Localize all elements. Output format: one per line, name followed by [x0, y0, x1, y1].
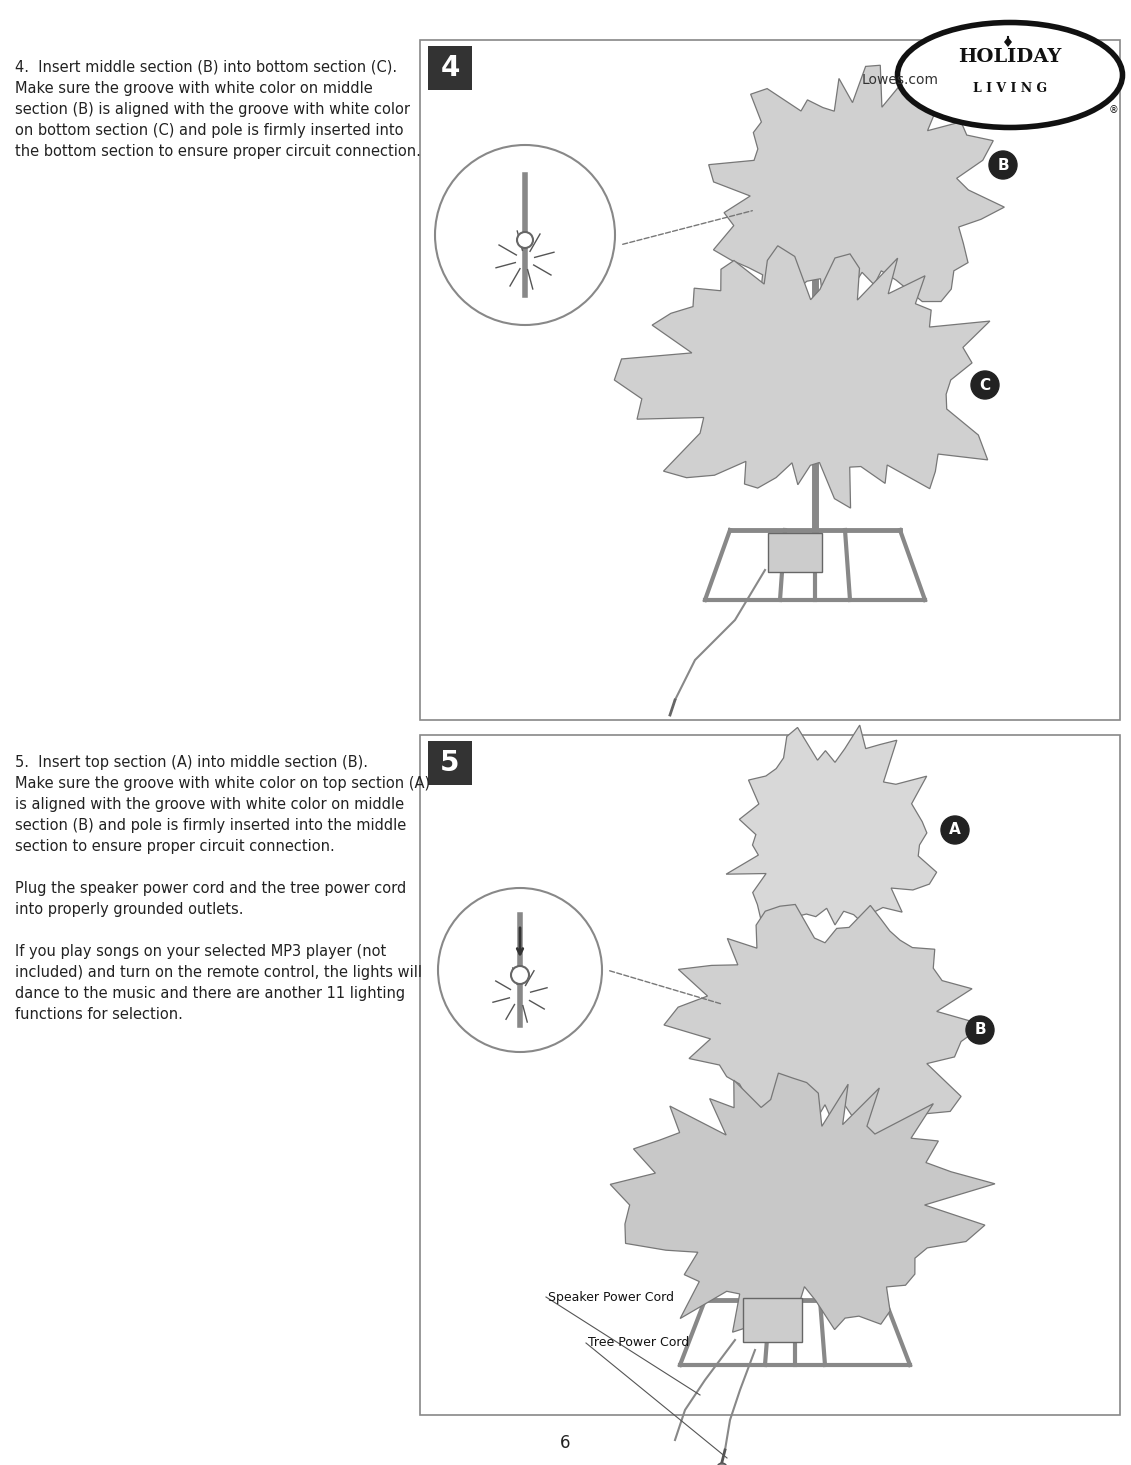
Text: 5: 5 [440, 749, 459, 776]
Text: B: B [974, 1023, 986, 1037]
FancyBboxPatch shape [420, 735, 1120, 1415]
FancyBboxPatch shape [428, 45, 472, 89]
Text: A: A [949, 822, 961, 838]
Text: Lowes.com: Lowes.com [862, 73, 939, 86]
Polygon shape [709, 66, 1004, 309]
Ellipse shape [898, 22, 1122, 127]
Text: HOLIDAY: HOLIDAY [958, 48, 1062, 66]
Circle shape [988, 151, 1017, 179]
Polygon shape [611, 1072, 995, 1333]
Text: L I V I N G: L I V I N G [973, 82, 1047, 95]
Text: C: C [979, 378, 991, 393]
Text: 4: 4 [440, 54, 459, 82]
Text: 5.  Insert top section (A) into middle section (B).
Make sure the groove with wh: 5. Insert top section (A) into middle se… [15, 754, 430, 1023]
Polygon shape [614, 246, 990, 508]
Text: ®: ® [1108, 105, 1117, 114]
Circle shape [972, 371, 999, 398]
Circle shape [517, 231, 533, 248]
Circle shape [717, 1464, 727, 1465]
Circle shape [966, 1017, 994, 1045]
Text: Speaker Power Cord: Speaker Power Cord [549, 1291, 674, 1304]
Text: Tree Power Cord: Tree Power Cord [588, 1336, 689, 1349]
FancyBboxPatch shape [768, 533, 822, 571]
Circle shape [435, 145, 615, 325]
Polygon shape [726, 725, 936, 930]
Circle shape [511, 965, 529, 984]
Circle shape [438, 888, 602, 1052]
Text: B: B [998, 158, 1009, 173]
Polygon shape [1004, 37, 1012, 47]
FancyBboxPatch shape [420, 40, 1120, 719]
Text: 6: 6 [560, 1434, 570, 1452]
Text: 4.  Insert middle section (B) into bottom section (C).
Make sure the groove with: 4. Insert middle section (B) into bottom… [15, 60, 421, 160]
FancyBboxPatch shape [428, 741, 472, 785]
Circle shape [941, 816, 969, 844]
FancyBboxPatch shape [743, 1298, 802, 1342]
Polygon shape [664, 904, 984, 1144]
